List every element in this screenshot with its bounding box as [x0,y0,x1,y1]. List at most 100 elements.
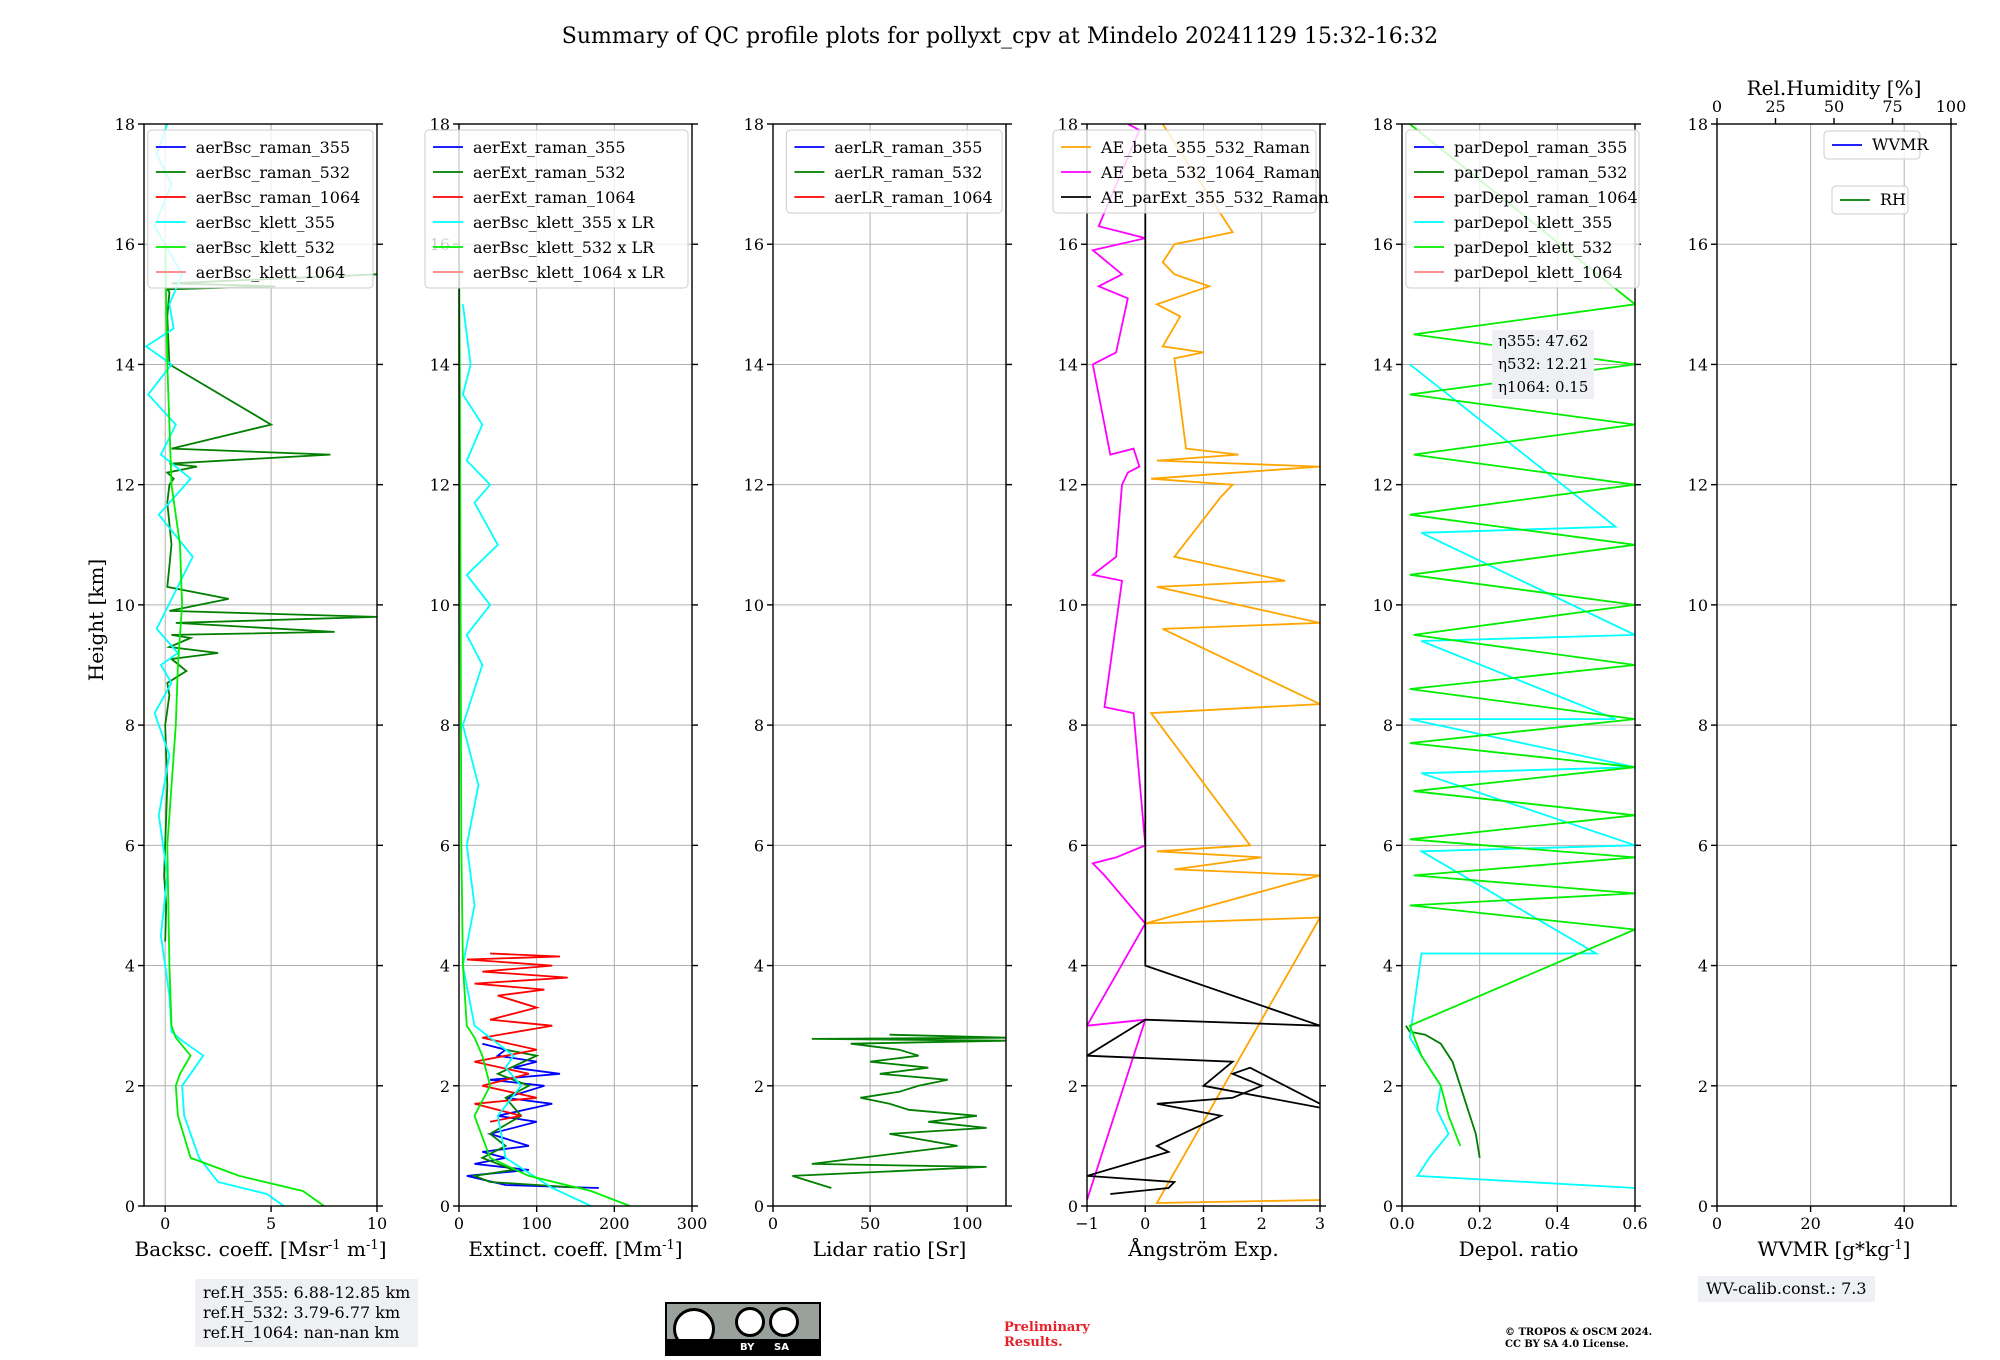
y-tick-label: 2 [1383,1077,1393,1096]
series-line-aerBsc_klett_532 [164,244,325,1206]
sa-label: SA [774,1342,789,1353]
y-tick-label: 0 [754,1197,764,1216]
y-tick-label: 12 [1373,476,1393,495]
series-line-AE_beta_355_532_Raman [1145,124,1320,1204]
eta-532: η532: 12.21 [1498,355,1589,373]
x-axis-label: WVMR [g*kg-1] [1758,1237,1911,1261]
y-tick-label: 16 [1688,235,1708,254]
y-axis-label: Height [km] [84,559,108,681]
ref-height-532: ref.H_532: 3.79-6.77 km [203,1303,401,1322]
legend: aerExt_raman_355 aerExt_raman_532 aerExt_r… [424,129,689,289]
by-icon [735,1307,765,1337]
x-tick-label: 1 [1198,1214,1208,1233]
y-tick-label: 12 [1688,476,1708,495]
legend-box [785,129,1003,214]
legend-label: parDepol_raman_355 [1454,138,1627,157]
legend-label: WVMR [1872,135,1929,154]
legend-label: aerExt_raman_355 [473,138,626,157]
x-tick-label: 0.4 [1545,1214,1570,1233]
y-tick-label: 2 [1698,1077,1708,1096]
y-tick-label: 16 [115,235,135,254]
panel-lidar-ratio: 0 2 4 6 8 10 12 14 16 18 0 50 100 Lidar ratio [Sr] aer… [744,115,1012,1261]
y-tick-label: 2 [1068,1077,1078,1096]
by-label: BY [740,1342,755,1353]
preliminary-notice: Preliminary Results. [1004,1320,1090,1350]
legend-box [1405,129,1640,289]
y-tick-label: 0 [1068,1197,1078,1216]
x-tick-label: 5 [266,1214,276,1233]
legend-label: aerLR_raman_1064 [834,188,992,207]
x-axis-label: Extinct. coeff. [Mm-1] [468,1237,682,1261]
y-tick-label: 10 [744,596,764,615]
x-tick-label: 0.6 [1622,1214,1647,1233]
y-tick-label: 18 [430,115,450,134]
y-tick-label: 4 [1698,957,1708,976]
y-tick-label: 8 [440,716,450,735]
legend-box [1052,129,1317,214]
x-tick-label: 100 [521,1214,552,1233]
x2-tick-label: 50 [1824,97,1844,116]
y-tick-label: 14 [1058,355,1078,374]
y-tick-label: 18 [744,115,764,134]
y-tick-label: 8 [125,716,135,735]
x-tick-label: 0.2 [1467,1214,1492,1233]
legend-label: AE_parExt_355_532_Raman [1100,188,1329,207]
x-axis-label: Lidar ratio [Sr] [813,1237,967,1261]
y-tick-label: 4 [1383,957,1393,976]
x-tick-label: 3 [1315,1214,1325,1233]
series-line-aerBsc_klett_355 x LR [461,304,592,1206]
x-tick-label: 20 [1800,1214,1820,1233]
legend-label: aerBsc_klett_532 [196,238,335,257]
wv-calib-const: WV-calib.const.: 7.3 [1706,1279,1867,1298]
copyright-notice: © TROPOS & OSCM 2024. CC BY SA 4.0 Licen… [1505,1327,1652,1351]
legend-label: aerBsc_klett_355 x LR [473,213,655,232]
x-axis-label: Depol. ratio [1459,1237,1579,1261]
x-tick-label: 300 [677,1214,708,1233]
y-tick-label: 10 [1373,596,1393,615]
legend-box [147,129,374,289]
series-line-aerBsc_klett_532 x LR [459,244,631,1206]
legend-label: RH [1880,190,1906,209]
y-tick-label: 4 [440,957,450,976]
y-tick-label: 14 [430,355,450,374]
legend-label: parDepol_klett_1064 [1454,263,1623,282]
legend: aerBsc_raman_355 aerBsc_raman_532 aerBsc_r… [147,129,374,289]
y-tick-label: 4 [125,957,135,976]
legend-label: aerBsc_klett_355 [196,213,335,232]
eta-355: η355: 47.62 [1498,332,1589,350]
legend-label: AE_beta_355_532_Raman [1100,138,1310,157]
x2-tick-label: 0 [1712,97,1722,116]
x-tick-label: 40 [1894,1214,1914,1233]
y-tick-label: 14 [1688,355,1708,374]
legend-RH: RH [1831,185,1909,215]
series-line-parDepol_klett_355 [1408,363,1635,1189]
legend-label: aerLR_raman_532 [834,163,982,182]
legend-WVMR: WVMR [1823,130,1929,160]
eta-1064: η1064: 0.15 [1498,378,1589,396]
legend-box [1823,130,1921,160]
axes-frame [1401,123,1636,1207]
x-tick-label: 0 [768,1214,778,1233]
x-tick-label: 2 [1257,1214,1267,1233]
y-tick-label: 6 [1698,836,1708,855]
y-tick-label: 4 [754,957,764,976]
series-line-aerExt_raman_1064 [466,952,568,1123]
preliminary-line-1: Preliminary [1004,1320,1090,1335]
x-tick-label: 200 [599,1214,630,1233]
y-tick-label: 16 [744,235,764,254]
legend-label: aerBsc_raman_1064 [196,188,361,207]
legend-label: parDepol_raman_1064 [1454,188,1638,207]
eta-box: η355: 47.62 η532: 12.21 η1064: 0.15 [1492,330,1595,399]
y-tick-label: 18 [115,115,135,134]
axes-frame [1716,123,1952,1207]
wv-calib-box: WV-calib.const.: 7.3 [1698,1276,1875,1302]
x-tick-label: −1 [1075,1214,1099,1233]
y-tick-label: 2 [754,1077,764,1096]
series-line-aerExt_raman_355 [466,1042,599,1189]
legend: aerLR_raman_355 aerLR_raman_532 aerLR_rama… [785,129,1003,214]
y-tick-label: 18 [1688,115,1708,134]
y-tick-label: 8 [754,716,764,735]
